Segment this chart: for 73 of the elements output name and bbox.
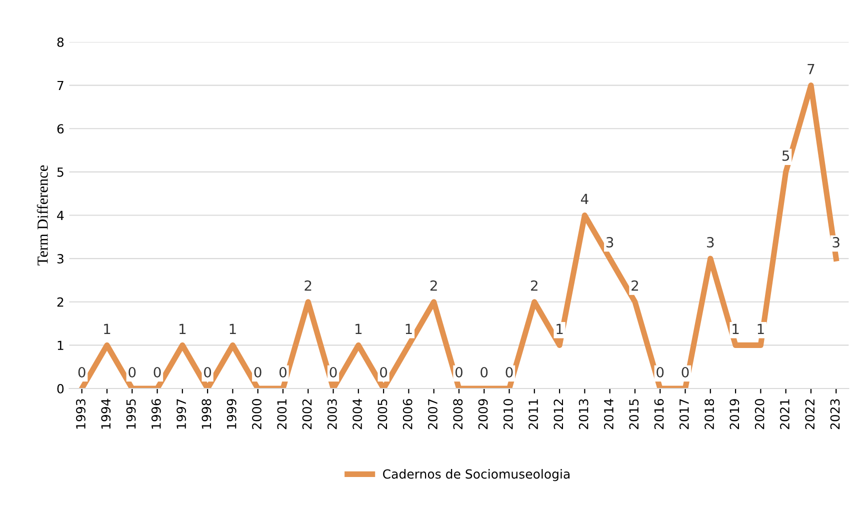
legend-label: Cadernos de Sociomuseologia — [383, 469, 570, 482]
y-tick-label: 2 — [57, 297, 64, 307]
data-label: 1 — [406, 324, 412, 334]
data-label: 0 — [455, 366, 462, 378]
x-tick-label: 2004 — [352, 398, 362, 430]
data-label: 0 — [682, 366, 689, 378]
y-tick-label: 6 — [57, 124, 64, 134]
x-tick-label: 2009 — [478, 399, 488, 430]
x-tick-label: 2022 — [805, 399, 815, 430]
x-tick-label: 2017 — [679, 399, 689, 430]
data-label: 1 — [230, 324, 236, 334]
data-label: 1 — [758, 324, 764, 334]
data-label: 1 — [180, 324, 186, 334]
data-label: 3 — [832, 237, 840, 248]
y-tick-label: 5 — [57, 168, 64, 177]
x-tick-label: 2010 — [503, 399, 513, 430]
x-tick-label: 2003 — [327, 399, 337, 430]
x-tick-label: 1993 — [76, 399, 86, 429]
data-label: 0 — [330, 366, 337, 378]
data-label: 0 — [656, 366, 664, 378]
x-tick-label: 2008 — [453, 399, 463, 430]
x-tick-label: 2018 — [704, 399, 714, 430]
x-tick-label: 1999 — [226, 399, 236, 429]
x-tick-label: 1998 — [202, 399, 212, 429]
x-tick-label: 2001 — [277, 399, 287, 430]
data-label: 1 — [104, 324, 110, 334]
data-label: 2 — [632, 280, 638, 291]
data-label: 0 — [204, 366, 212, 378]
data-label: 0 — [128, 366, 136, 378]
x-tick-label: 2002 — [302, 399, 312, 430]
x-tick-label: 2016 — [654, 399, 664, 430]
x-tick-label: 2014 — [604, 398, 614, 430]
x-tick-label: 2020 — [754, 399, 764, 430]
x-tick-label: 2000 — [252, 399, 262, 430]
x-tick-label: 2019 — [730, 399, 740, 430]
y-tick-label: 3 — [57, 254, 64, 264]
x-tick-label: 1997 — [176, 399, 186, 429]
data-label: 3 — [707, 237, 714, 248]
x-tick-label: 2013 — [578, 399, 588, 430]
data-label: 7 — [808, 64, 814, 74]
y-tick-label: 8 — [57, 37, 64, 47]
data-label: 0 — [279, 366, 286, 378]
data-label: 1 — [556, 324, 563, 334]
y-tick-label: 4 — [57, 210, 64, 220]
data-label: 0 — [254, 366, 262, 378]
data-label: 3 — [606, 237, 614, 248]
data-label: 2 — [304, 280, 312, 291]
y-axis-title: Term Difference — [36, 165, 48, 266]
data-label: 0 — [154, 366, 161, 378]
x-tick-label: 2011 — [528, 399, 538, 430]
data-label: 1 — [356, 324, 362, 334]
y-tick-label: 0 — [57, 384, 64, 394]
data-label: 5 — [782, 150, 790, 161]
x-tick-label: 1994 — [101, 398, 111, 429]
x-tick-label: 2015 — [629, 399, 639, 430]
x-tick-label: 2012 — [554, 399, 564, 430]
x-tick-label: 2006 — [402, 399, 412, 430]
y-tick-label: 7 — [57, 80, 64, 90]
data-label: 2 — [531, 280, 538, 291]
x-tick-label: 2021 — [780, 399, 790, 430]
x-tick-label: 2005 — [378, 399, 388, 430]
y-tick-label: 1 — [58, 340, 64, 350]
data-label: 0 — [380, 366, 388, 378]
x-tick-label: 1995 — [126, 399, 136, 429]
data-label: 0 — [480, 366, 488, 378]
data-label: 4 — [580, 194, 588, 204]
x-tick-label: 2007 — [428, 399, 438, 430]
x-tick-label: 1996 — [151, 399, 161, 429]
data-label: 0 — [78, 366, 86, 378]
data-label: 2 — [430, 280, 437, 291]
data-label: 1 — [732, 324, 739, 334]
data-label: 0 — [506, 366, 513, 378]
x-tick-label: 2023 — [830, 399, 840, 430]
